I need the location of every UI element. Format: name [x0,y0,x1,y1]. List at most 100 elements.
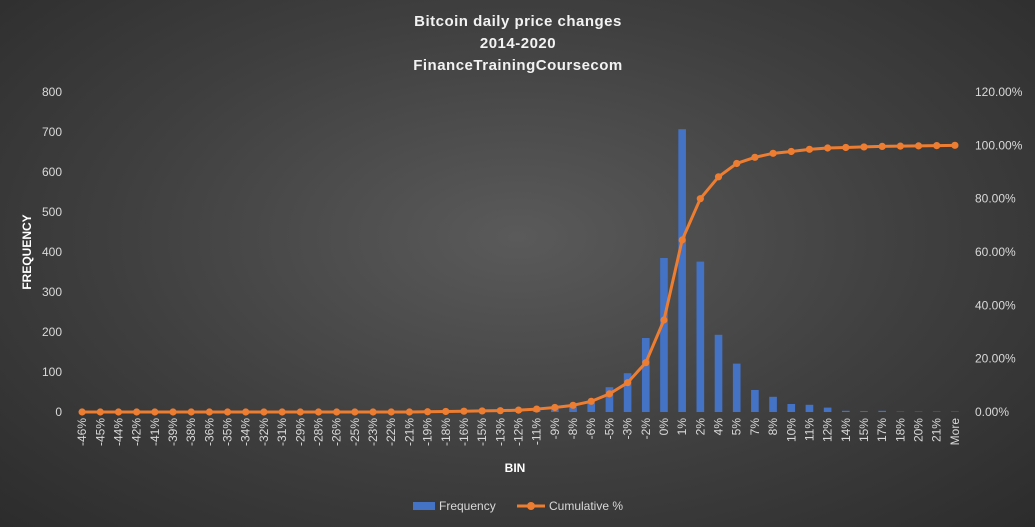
cumulative-point [205,408,213,416]
cumulative-point [878,142,886,150]
cumulative-point [333,408,341,416]
cumulative-point [260,408,268,416]
frequency-bars [78,129,959,412]
cumulative-point [296,408,304,416]
cumulative-point [151,408,159,416]
cumulative-point [514,406,523,414]
x-tick-label: -6% [584,418,598,440]
cumulative-point [714,173,723,181]
x-tick-label: -9% [548,418,562,440]
x-tick-label: -46% [75,418,89,446]
x-tick-label: -26% [330,418,344,446]
x-tick-label: -29% [293,418,307,446]
bar [805,404,814,412]
x-tick-label: -18% [439,418,453,446]
y2-tick-label: 100.00% [975,138,1023,152]
bar [860,411,868,412]
x-tick-label: -16% [457,418,471,446]
title-line-2: 2014-2020 [480,35,556,52]
legend-cumulative-label: Cumulative % [549,499,623,513]
x-tick-label: 20% [912,418,926,442]
cumulative-point [351,408,359,416]
cumulative-point [405,408,413,416]
x-axis: -46% -45% -44% -42% -41% -39% -38% -36% -35% -34%… [75,418,962,446]
x-tick-label: 7% [748,418,762,436]
bar [678,129,686,412]
cumulative-point [696,195,704,203]
bar [732,363,741,412]
cumulative-point [914,142,923,150]
bar [841,410,850,412]
cumulative-point [605,390,614,398]
cumulative-point [951,141,959,149]
x-tick-label: 8% [766,418,780,436]
y2-tick-label: 40.00% [975,298,1016,312]
cumulative-point [787,147,795,156]
x-tick-label: 15% [857,418,871,442]
y2-tick-label: 60.00% [975,245,1016,259]
bar [660,258,668,412]
x-tick-label: -5% [602,418,616,440]
x-tick-label: -35% [221,418,235,446]
x-tick-label: -11% [530,418,544,445]
cumulative-point [460,407,468,415]
x-tick-label: 12% [821,418,835,442]
x-tick-label: 10% [784,418,798,442]
cumulative-point [242,408,250,416]
title-line-3: FinanceTrainingCoursecom [413,57,623,74]
y2-tick-label: 120.00% [975,85,1023,99]
x-tick-label: -8% [566,418,580,440]
y-tick-label: 0 [55,405,62,419]
cumulative-point [933,142,941,150]
cumulative-line [78,141,959,416]
x-tick-label: -23% [366,418,380,446]
x-tick-label: 0% [657,418,671,436]
x-tick-label: 4% [712,418,726,436]
x-tick-label: 11% [802,418,816,441]
cumulative-point [551,403,559,412]
cumulative-point [478,407,486,415]
y-axis-title: FREQUENCY [20,214,34,289]
x-tick-label: 2% [693,418,707,436]
bar [787,404,796,412]
cumulative-point [587,397,595,405]
bar [641,338,650,412]
x-tick-label: 21% [930,418,944,442]
bar [605,387,614,412]
bar [878,410,886,412]
bar [823,407,832,412]
legend-frequency-swatch [413,502,435,510]
chart-title: Bitcoin daily price changes 2014-2020 Fi… [413,13,623,74]
cumulative-point [369,408,377,416]
cumulative-line-path [82,143,955,414]
x-tick-label: 5% [730,418,744,436]
x-tick-label: 17% [875,418,889,442]
x-tick-label: 18% [893,418,907,442]
y-tick-label: 100 [42,365,62,379]
cumulative-point [187,408,195,416]
x-tick-label: -34% [239,418,253,446]
x-tick-label: -44% [111,418,125,446]
y-axis-primary: 0 100 200 300 400 500 600 700 800 [42,85,62,419]
x-tick-label: -42% [130,418,144,446]
x-tick-label: -22% [384,418,398,446]
cumulative-point [169,408,177,416]
x-tick-label: -21% [402,418,416,446]
cumulative-point [133,408,141,416]
cumulative-point [751,153,759,161]
x-tick-label: -39% [166,418,180,446]
cumulative-point [533,405,541,413]
x-tick-label: -2% [639,418,653,440]
cumulative-point [223,408,232,416]
cumulative-point [78,408,86,416]
cumulative-point [96,408,104,416]
legend-frequency-label: Frequency [439,499,496,513]
cumulative-point [314,408,323,416]
x-tick-label: -38% [184,418,198,446]
bar [769,396,777,412]
x-tick-label: -25% [348,418,362,446]
bar [587,403,596,412]
cumulative-point [733,159,741,168]
x-tick-label: -28% [311,418,325,446]
